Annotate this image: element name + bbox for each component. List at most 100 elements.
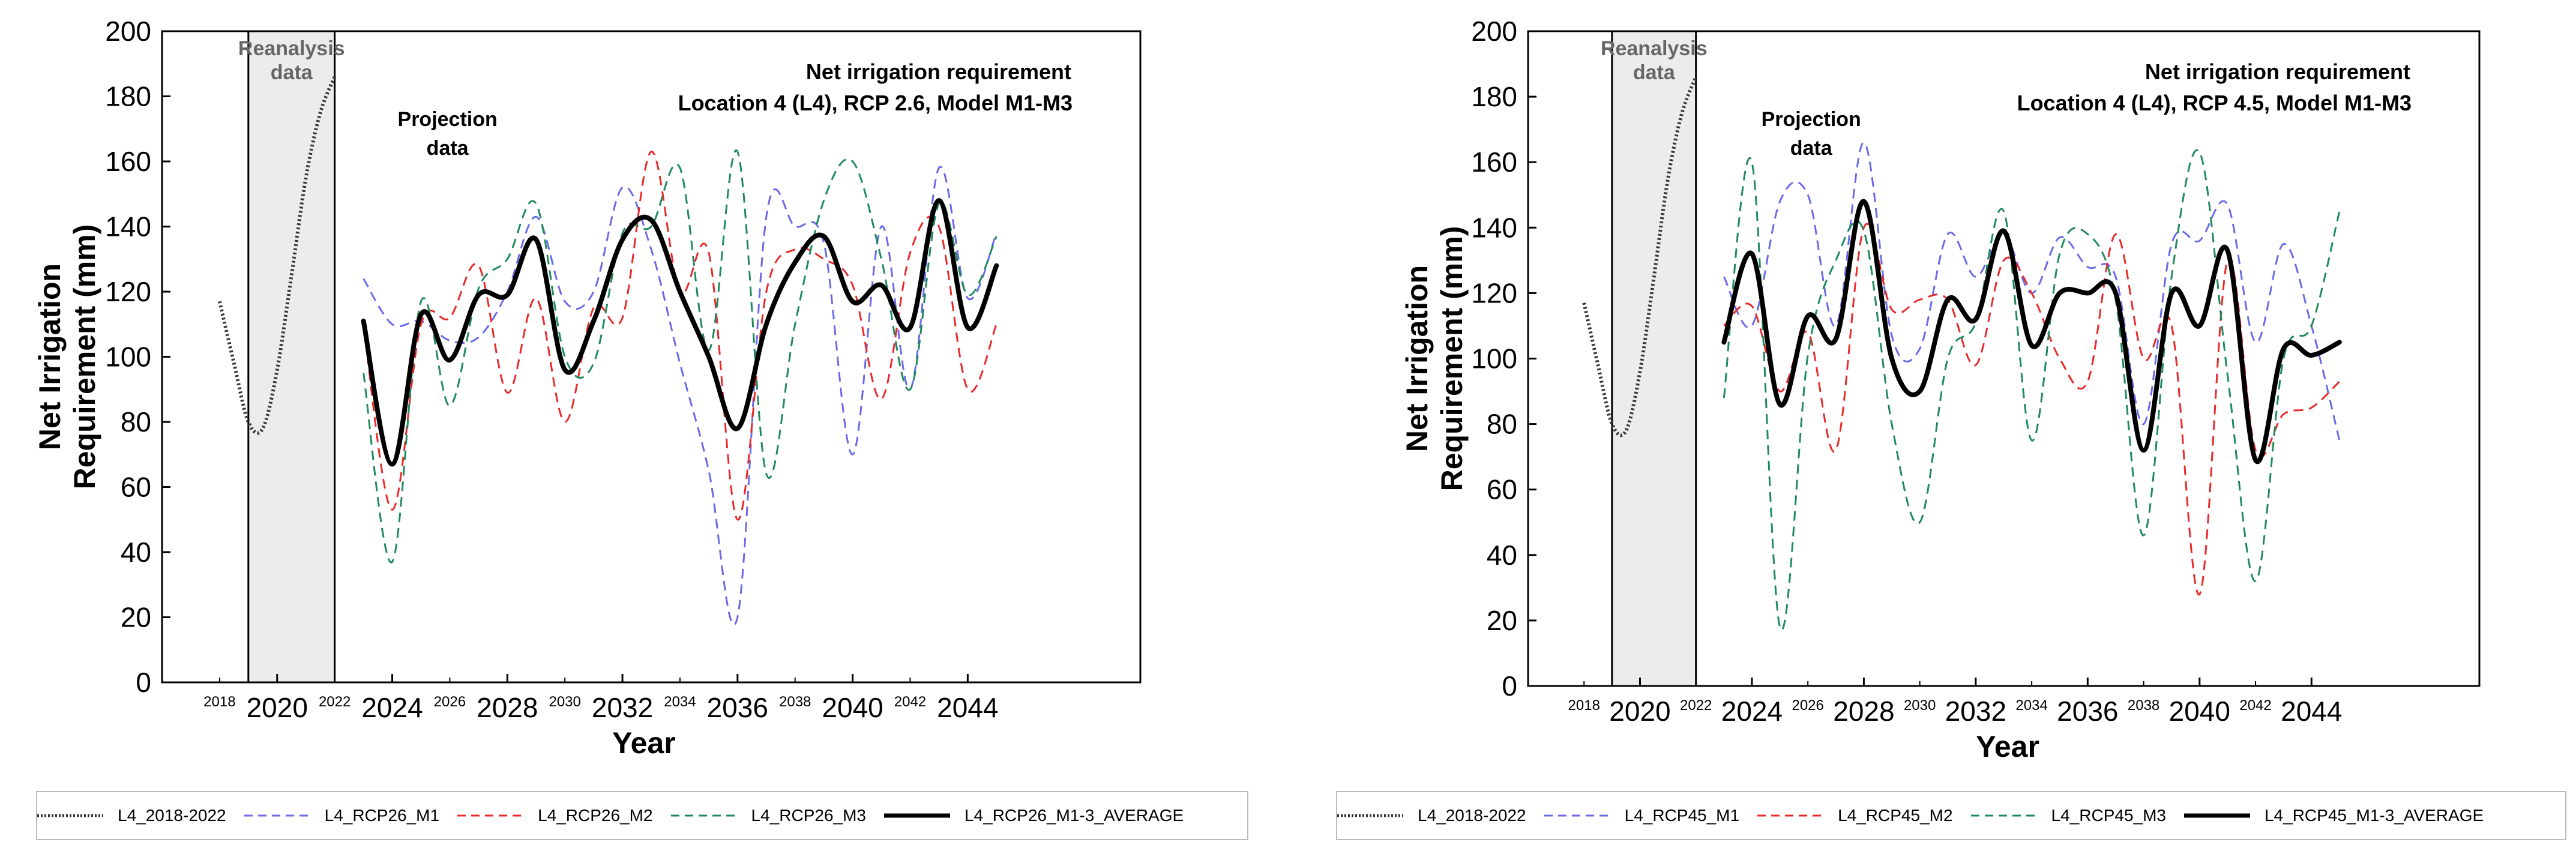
y-tick-label: 100 [105,341,151,373]
legend-swatch-black-solid [883,813,950,818]
x-minor-tick-label: 2034 [664,694,696,710]
x-minor-tick-label: 2030 [549,694,580,710]
legend-swatch-blue-dashed [1544,814,1610,817]
x-minor-tick-label: 2018 [203,694,235,710]
legend-item-m1: L4_RCP26_M1 [244,806,439,825]
reanalysis-band [247,30,336,684]
y-tick-label: 80 [1487,409,1517,440]
legend-swatch-dotted [37,814,103,817]
x-tick-label: 2044 [937,692,998,723]
y-tick-label: 80 [121,406,151,438]
y-axis-label-line2: Requirement (mm) [1435,226,1469,492]
legend-rcp45: L4_2018-2022 L4_RCP45_M1 L4_RCP45_M2 L4_… [1336,791,2566,840]
legend-item-average: L4_RCP26_M1-3_AVERAGE [883,806,1184,825]
reanalysis-label: data [271,61,313,84]
series-line-l4-2018-2022 [1582,76,1698,438]
x-minor-tick-label: 2022 [1680,697,1712,714]
chart-title-line1: Net irrigation requirement [806,59,1071,84]
series-line-l4-rcp45-m1-3-average [1721,199,2342,465]
projection-label: data [1790,137,1833,160]
legend-item-reanalysis: L4_2018-2022 [1337,806,1526,825]
x-minor-tick-label: 2042 [2239,697,2271,714]
series-line-l4-rcp26-m1-3-average [361,198,999,467]
x-tick-label: 2036 [2057,696,2118,727]
x-tick-label: 2028 [477,692,538,723]
y-axis-label-line2: Requirement (mm) [68,224,101,490]
x-tick-label: 2024 [361,692,423,723]
y-tick-label: 0 [136,667,151,698]
chart-title-line2: Location 4 (L4), RCP 2.6, Model M1-M3 [678,91,1073,115]
y-tick-label: 180 [105,81,151,112]
legend-item-m2: L4_RCP45_M2 [1757,806,1953,825]
y-tick-label: 120 [105,276,151,307]
legend-item-average: L4_RCP45_M1-3_AVERAGE [2183,806,2484,825]
chart-title-line2: Location 4 (L4), RCP 4.5, Model M1-M3 [2017,91,2412,115]
x-minor-tick-label: 2038 [779,694,811,710]
reanalysis-label: data [1633,61,1676,84]
x-minor-tick-label: 2026 [434,694,466,710]
legend-swatch-red-dashed [457,814,524,817]
x-minor-tick-label: 2034 [2015,697,2047,714]
legend-label: L4_2018-2022 [118,806,226,825]
legend-item-m1: L4_RCP45_M1 [1544,806,1739,825]
x-axis-label: Year [1976,730,2039,763]
y-tick-label: 160 [1471,146,1517,178]
legend-label: L4_RCP45_M1 [1624,806,1740,825]
series-line-l4-rcp45-m3 [1723,149,2341,631]
x-tick-label: 2036 [707,692,768,723]
x-minor-tick-label: 2042 [894,694,926,710]
legend-swatch-green-dashed [1970,814,2037,817]
legend-rcp26: L4_2018-2022 L4_RCP26_M1 L4_RCP26_M2 L4_… [36,791,1248,840]
series-line-l4-rcp26-m2 [363,151,998,521]
legend-swatch-green-dashed [670,814,737,817]
x-tick-label: 2032 [592,692,653,723]
y-tick-label: 100 [1471,343,1517,374]
legend-item-reanalysis: L4_2018-2022 [37,806,226,825]
y-tick-label: 40 [121,537,151,568]
legend-item-m3: L4_RCP26_M3 [670,806,866,825]
legend-swatch-red-dashed [1757,814,1824,817]
legend-item-m2: L4_RCP26_M2 [457,806,653,825]
projection-label: Projection [398,108,498,131]
x-tick-label: 2028 [1833,696,1894,727]
legend-label: L4_RCP45_M1-3_AVERAGE [2264,806,2484,825]
series-line-l4-rcp26-m1 [363,166,998,626]
series-line-l4-rcp26-m3 [363,149,998,564]
y-tick-label: 140 [1471,212,1517,243]
x-minor-tick-label: 2030 [1904,697,1936,714]
y-tick-label: 180 [1471,81,1517,112]
legend-label: L4_RCP45_M3 [2051,806,2166,825]
reanalysis-label: Reanalysis [238,37,345,60]
y-tick-label: 60 [121,472,151,503]
y-tick-label: 40 [1487,540,1517,571]
y-axis-label-line1: Net Irrigation [1400,265,1434,452]
y-tick-label: 120 [1471,277,1517,308]
legend-label: L4_2018-2022 [1418,806,1526,825]
y-tick-label: 160 [105,146,151,177]
legend-swatch-blue-dashed [244,814,310,817]
x-minor-tick-label: 2038 [2128,697,2159,714]
x-minor-tick-label: 2022 [319,694,351,710]
reanalysis-band [1611,30,1697,687]
legend-swatch-dotted [1337,814,1403,817]
y-tick-label: 20 [121,602,151,633]
y-tick-label: 200 [105,16,151,47]
legend-label: L4_RCP26_M3 [751,806,866,825]
y-axis-label-line1: Net Irrigation [33,263,67,450]
x-tick-label: 2024 [1721,696,1783,727]
legend-label: L4_RCP45_M2 [1838,806,1953,825]
y-tick-label: 20 [1487,605,1517,636]
legend-label: L4_RCP26_M1 [324,806,440,825]
legend-item-m3: L4_RCP45_M3 [1970,806,2166,825]
y-tick-label: 200 [1471,16,1517,47]
projection-label: Projection [1762,108,1861,131]
x-tick-label: 2020 [1609,696,1670,727]
legend-label: L4_RCP26_M2 [538,806,653,825]
x-tick-label: 2032 [1945,696,2006,727]
x-minor-tick-label: 2026 [1792,697,1823,714]
x-axis-label: Year [612,726,676,760]
legend-swatch-black-solid [2183,813,2250,818]
chart-title-line1: Net irrigation requirement [2145,59,2410,84]
